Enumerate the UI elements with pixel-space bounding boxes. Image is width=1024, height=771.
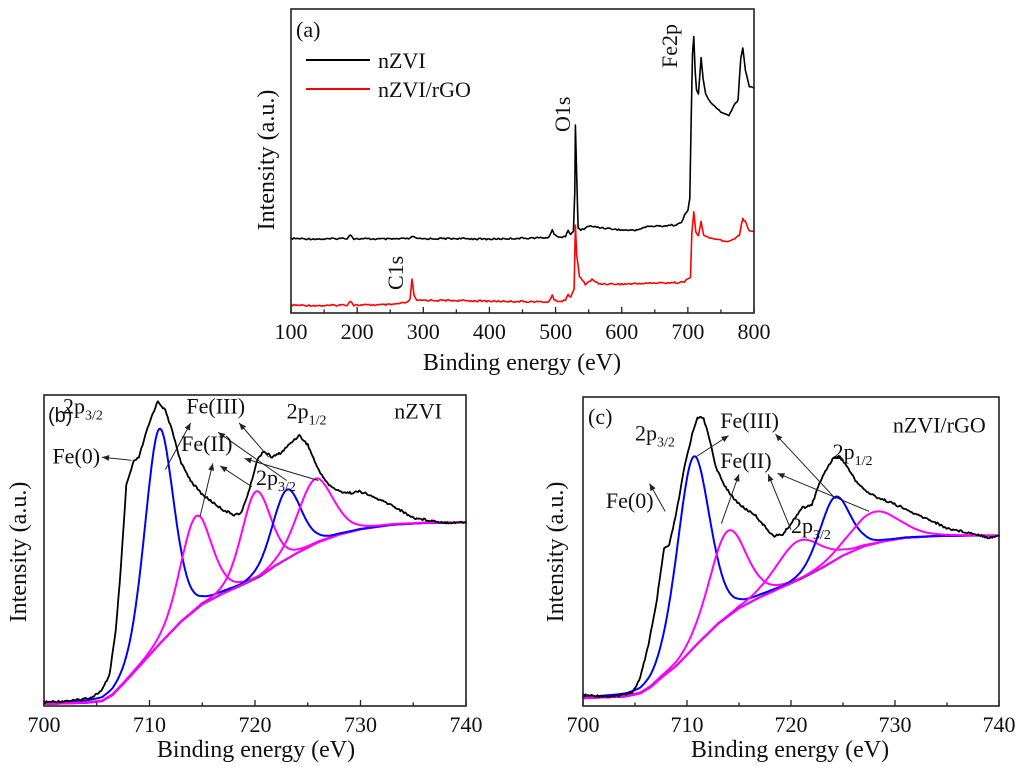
- annotation-2p-3-2: 2p3/2: [63, 394, 103, 424]
- annotation-fe-0-: Fe(0): [606, 488, 654, 513]
- series-line-nzvi-rgo: [290, 211, 755, 307]
- panel-a-curves: [290, 35, 755, 307]
- arrow-head: [777, 473, 786, 479]
- annotation-fe2p: Fe2p: [657, 24, 682, 68]
- panel-b-x-axis-label: Binding energy (eV): [157, 737, 355, 763]
- annotation-fe-iii-: Fe(III): [186, 394, 245, 419]
- panel-a-ticks: [290, 307, 755, 313]
- annotation-2p-1-2: 2p1/2: [833, 439, 873, 469]
- x-tick-label: 800: [738, 319, 771, 344]
- arrow-head: [768, 474, 774, 482]
- panel-b-ticks: [43, 700, 467, 706]
- x-tick-label: 100: [275, 319, 308, 344]
- x-tick-label: 200: [341, 319, 374, 344]
- legend-label-nzvi-rgo: nZVI/rGO: [378, 77, 471, 102]
- component-peak-4: [43, 488, 467, 706]
- arrow-head: [733, 474, 740, 482]
- raw-spectrum-line: [582, 416, 1000, 698]
- x-tick-label: 700: [671, 319, 704, 344]
- x-tick-label: 700: [567, 712, 600, 737]
- panel-c-curves: [582, 416, 1000, 700]
- x-tick-label: 720: [775, 712, 808, 737]
- annotation-arrow: [777, 472, 870, 512]
- annotation-fe-0-: Fe(0): [52, 443, 100, 468]
- annotation-2p-3-2: 2p3/2: [791, 513, 831, 543]
- arrow-head: [184, 422, 191, 431]
- panel-a-label: (a): [296, 17, 320, 42]
- panel-c-label: (c): [588, 404, 612, 429]
- annotation-nzvi: nZVI: [394, 398, 442, 423]
- panel-a-frame: [290, 8, 755, 314]
- annotation-o1s: O1s: [550, 97, 575, 132]
- panel-c-ticks: [582, 700, 1000, 706]
- x-tick-label: 700: [28, 712, 61, 737]
- annotation-arrow: [244, 457, 319, 482]
- x-tick-label: 710: [671, 712, 704, 737]
- annotation-2p-1-2: 2p1/2: [287, 398, 327, 428]
- arrow-head: [218, 432, 226, 439]
- arrow-head: [649, 483, 656, 492]
- component-peak-2: [43, 514, 467, 705]
- annotation-2p-3-2: 2p3/2: [256, 465, 296, 495]
- arrow-head: [220, 465, 228, 473]
- arrow-head: [208, 463, 215, 471]
- panel-b-nzvi: 700 710 720 730 740 2p3/2Fe(0)Fe(III)Fe(II)2…: [6, 394, 483, 763]
- annotation-arrow: [217, 431, 287, 481]
- arrow-head: [775, 434, 783, 442]
- x-tick-label: 710: [133, 712, 166, 737]
- raw-spectrum-line: [43, 400, 467, 704]
- panel-a-x-axis-label: Binding energy (eV): [423, 350, 621, 376]
- panel-c-y-axis-label: Intensity (a.u.): [543, 482, 569, 623]
- annotation-arrow: [164, 422, 192, 470]
- annotation-arrow: [199, 463, 214, 517]
- panel-b-annotations: 2p3/2 Fe(0) Fe(III) Fe(II) 2p1/2 2p3/2 nZVI: [52, 394, 441, 496]
- background-line: [582, 535, 1000, 699]
- annotation-arrow: [720, 474, 740, 524]
- panel-c-annotations: 2p3/2 Fe(0) Fe(III) Fe(II) 2p1/2 2p3/2 nZVI/rG…: [606, 408, 986, 543]
- panel-c-nzvi-rgo: 700 710 720 730 740 2p3/2Fe(0)Fe(III)Fe(II) 2…: [543, 396, 1016, 763]
- x-tick-label: 720: [239, 712, 272, 737]
- panel-b-label: (b): [48, 405, 72, 427]
- panel-c-arrows: [649, 433, 870, 531]
- arrow-head: [244, 457, 253, 464]
- panel-b-tick-labels: 700 710 720 730 740: [28, 712, 483, 737]
- annotation-arrow: [767, 474, 792, 531]
- arrow-head: [239, 422, 247, 431]
- arrow-head: [102, 454, 110, 461]
- annotation-arrow: [238, 422, 270, 458]
- panel-b-curves: [43, 400, 467, 706]
- component-peak-5: [582, 510, 1000, 700]
- panel-b-arrows: [101, 422, 319, 517]
- annotation-nzvi-rgo: nZVI/rGO: [893, 413, 986, 438]
- component-peak-5: [43, 477, 467, 705]
- x-tick-label: 740: [450, 712, 483, 737]
- panel-a-survey: 100 200 300 400 500 600 700 800 (a) nZVI nZVI/r…: [254, 8, 771, 376]
- x-tick-label: 500: [539, 319, 572, 344]
- arrow-head: [721, 435, 729, 442]
- component-peak-2: [582, 529, 1000, 699]
- x-tick-label: 300: [407, 319, 440, 344]
- panel-c-x-axis-label: Binding energy (eV): [691, 737, 889, 763]
- annotation-fe-ii-: Fe(II): [181, 431, 232, 456]
- x-tick-label: 400: [473, 319, 506, 344]
- panel-a-y-axis-label: Intensity (a.u.): [254, 90, 280, 231]
- x-tick-label: 730: [879, 712, 912, 737]
- x-tick-label: 730: [344, 712, 377, 737]
- annotation-arrow: [775, 433, 837, 500]
- x-tick-label: 600: [605, 319, 638, 344]
- annotation-c1s: C1s: [383, 256, 408, 290]
- panel-c-tick-labels: 700 710 720 730 740: [567, 712, 1016, 737]
- panel-a-tick-labels: 100 200 300 400 500 600 700 800: [275, 319, 771, 344]
- x-tick-label: 740: [983, 712, 1016, 737]
- annotation-fe-ii-: Fe(II): [720, 448, 771, 473]
- annotation-2p-3-2: 2p3/2: [635, 420, 675, 450]
- series-line-nzvi: [290, 35, 755, 241]
- annotation-fe-iii-: Fe(III): [720, 408, 779, 433]
- legend-label-nzvi: nZVI: [378, 48, 426, 73]
- component-peak-3: [582, 534, 1000, 700]
- panel-b-y-axis-label: Intensity (a.u.): [6, 482, 32, 623]
- background-line: [43, 522, 467, 705]
